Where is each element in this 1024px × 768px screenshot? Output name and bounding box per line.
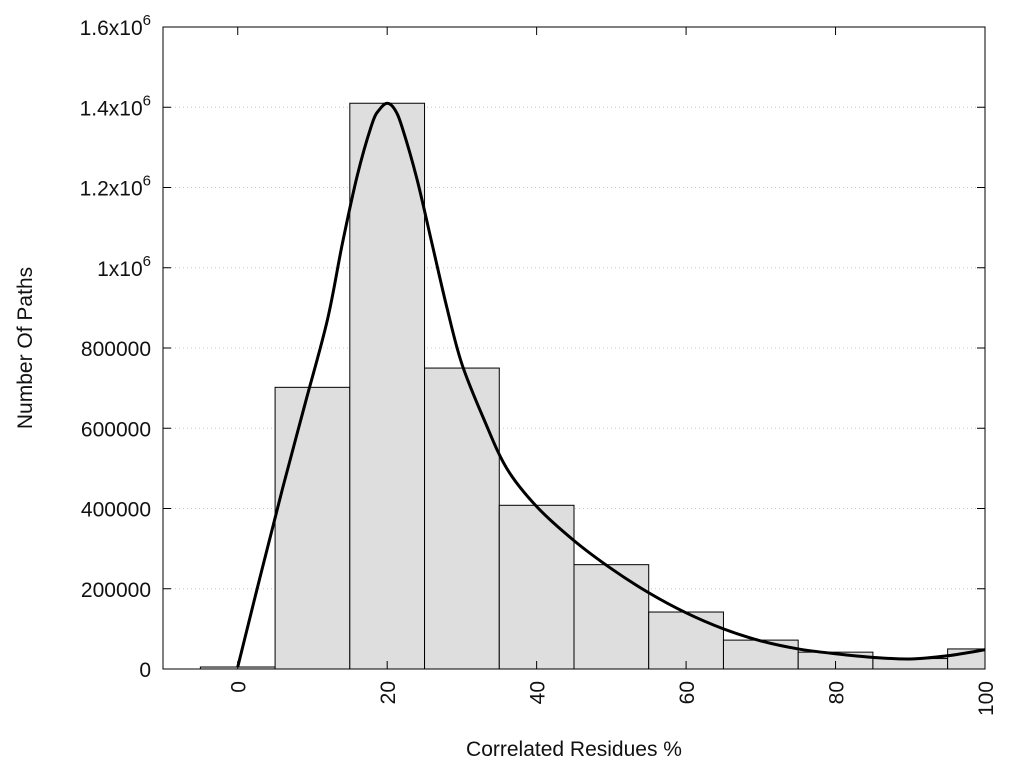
- histogram-bar-6: [648, 611, 724, 670]
- y-tick-label: 1.2x106: [80, 173, 151, 201]
- y-tick-label: 0: [139, 659, 151, 682]
- histogram-bar-1: [274, 386, 351, 670]
- x-tick-label: 40: [527, 681, 550, 704]
- density-curve: [236, 101, 986, 668]
- x-tick-label: 0: [228, 681, 251, 693]
- x-axis-ticks: 0 20 40 60 80 100: [228, 27, 998, 716]
- y-tick-label: 1.6x106: [80, 12, 151, 40]
- histogram-bar-7: [722, 639, 799, 670]
- y-axis-ticks: 0 200000 400000 600000 800000 1x106 1.2x106 1.4…: [80, 12, 985, 682]
- histogram-bar-2: [349, 102, 426, 670]
- density-curve-group: [236, 101, 986, 668]
- y-tick-label: 1x106: [97, 253, 151, 281]
- x-tick-label: 80: [826, 681, 849, 704]
- y-tick-label: 600000: [81, 418, 151, 441]
- x-tick-label: 20: [377, 681, 400, 704]
- y-axis-title: Number Of Paths: [14, 267, 37, 429]
- y-tick-label: 800000: [81, 338, 151, 361]
- x-tick-label: 100: [975, 681, 998, 716]
- histogram-bars: [199, 102, 986, 670]
- y-tick-label: 400000: [81, 499, 151, 522]
- y-tick-label: 1.4x106: [80, 92, 151, 120]
- x-axis-title: Correlated Residues %: [466, 738, 682, 761]
- y-tick-label: 200000: [81, 579, 151, 602]
- histogram-bar-3: [424, 367, 500, 670]
- x-tick-label: 60: [676, 681, 699, 704]
- histogram-bar-5: [573, 564, 650, 670]
